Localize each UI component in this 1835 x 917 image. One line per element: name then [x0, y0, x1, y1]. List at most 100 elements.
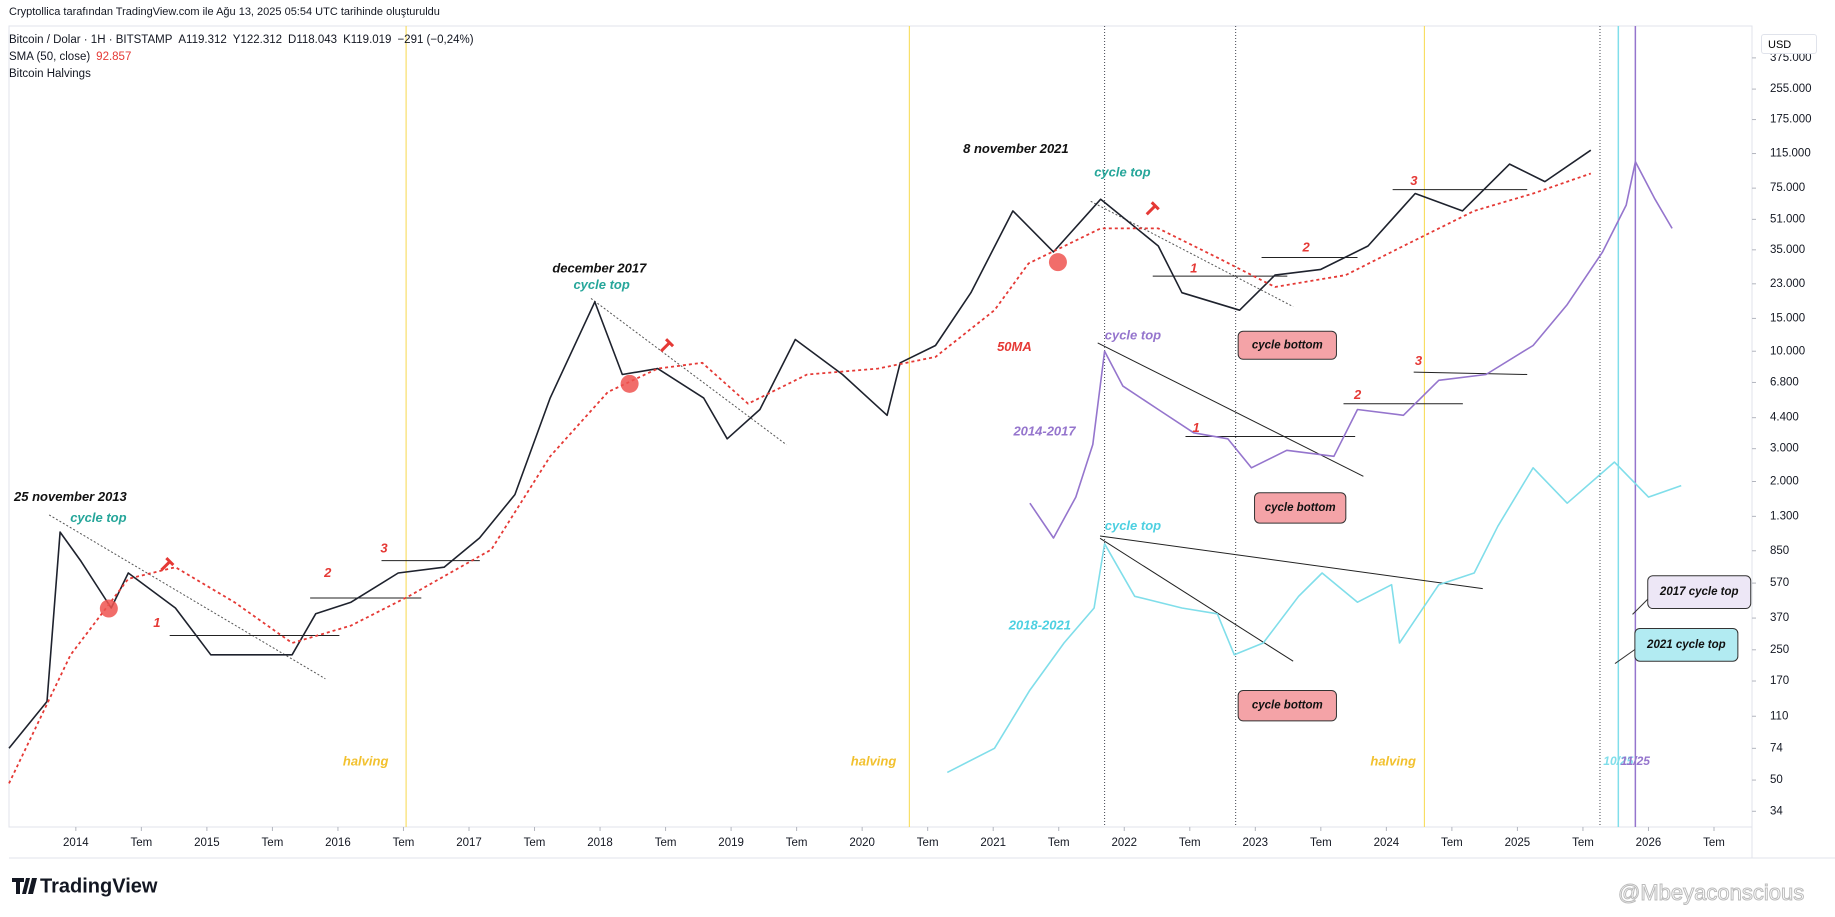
annotation: cycle top — [1105, 327, 1161, 342]
y-tick-label: 74 — [1770, 742, 1783, 754]
y-tick-label: 50 — [1770, 774, 1783, 786]
hammer-icon — [1145, 201, 1160, 216]
y-tick-label: 35.000 — [1770, 244, 1805, 256]
logo-text: TradingView — [40, 875, 158, 897]
logo: TradingView — [12, 875, 158, 897]
ohlc-low: D118.043 — [288, 34, 338, 46]
ohlc-change: −291 (−0,24%) — [397, 34, 474, 46]
symbol-name: Bitcoin / Dolar · 1H · BITSTAMP — [9, 34, 173, 46]
y-tick-label: 6.800 — [1770, 376, 1799, 388]
ohlc-high: Y122.312 — [232, 34, 283, 46]
trend-line — [1632, 596, 1651, 615]
y-tick-label: 4.400 — [1770, 412, 1799, 424]
credit: Cryptollica tarafından TradingView.com i… — [9, 6, 440, 18]
x-tick-label: 2025 — [1505, 837, 1531, 849]
annotation: 8 november 2021 — [963, 141, 1069, 156]
annotation: cycle top — [1105, 518, 1161, 533]
callout-box — [1647, 575, 1752, 610]
y-tick-label: 110 — [1770, 710, 1788, 722]
x-tick-label: 2018 — [587, 837, 613, 849]
callout-box — [1237, 689, 1337, 722]
x-tick-label: Tem — [1048, 837, 1070, 849]
touch-marker — [1048, 253, 1067, 272]
annotation: 2 — [1353, 387, 1362, 402]
annotation: cycle top — [1094, 165, 1150, 180]
touch-marker — [620, 374, 639, 393]
x-tick-label: Tem — [262, 837, 284, 849]
y-tick-label: 170 — [1770, 675, 1789, 687]
trend-line — [590, 298, 787, 446]
trend-line — [1090, 200, 1294, 308]
annotation: 1 — [153, 615, 160, 630]
annotation: cycle top — [573, 277, 629, 292]
x-tick-label: Tem — [393, 837, 415, 849]
callout-text: cycle bottom — [1252, 339, 1323, 351]
halvings-name: Bitcoin Halvings — [9, 68, 91, 80]
currency-button[interactable]: USD — [1761, 34, 1817, 54]
annotation: 1 — [1190, 261, 1197, 276]
trend-line — [1413, 371, 1528, 375]
x-tick-label: 2021 — [980, 837, 1006, 849]
x-tick-label: Tem — [917, 837, 939, 849]
y-tick-label: 10.000 — [1770, 345, 1805, 357]
callout-text: 2017 cycle top — [1659, 586, 1739, 598]
projection-label: 11/25 — [1621, 754, 1650, 768]
x-tick-label: Tem — [1310, 837, 1332, 849]
x-tick-label: Tem — [1179, 837, 1201, 849]
halving-label: halving — [851, 753, 897, 768]
annotation: 2 — [323, 565, 332, 580]
halving-label: halving — [1370, 753, 1416, 768]
y-tick-label: 51.000 — [1770, 213, 1805, 225]
sma-legend[interactable]: SMA (50, close) 92.857 — [9, 51, 131, 63]
symbol-legend: Bitcoin / Dolar · 1H · BITSTAMP A119.312… — [9, 34, 474, 46]
y-tick-label: 570 — [1770, 577, 1789, 589]
annotation: 3 — [380, 540, 388, 555]
annotation: 3 — [1410, 173, 1418, 188]
y-tick-label: 2.000 — [1770, 476, 1799, 488]
trend-line — [1099, 537, 1294, 662]
y-tick-label: 370 — [1770, 612, 1789, 624]
annotation: december 2017 — [552, 261, 647, 276]
x-tick-label: Tem — [1703, 837, 1725, 849]
y-tick-label: 175.000 — [1770, 114, 1812, 126]
sma-last: 92.857 — [96, 51, 132, 63]
annotation: cycle top — [70, 510, 126, 525]
ohlc-close: K119.019 — [343, 34, 392, 46]
hammer-icon — [160, 557, 175, 572]
y-tick-label: 23.000 — [1770, 278, 1805, 290]
callout-box — [1634, 627, 1739, 662]
y-tick-label: 75.000 — [1770, 182, 1805, 194]
annotation: 25 november 2013 — [13, 489, 128, 504]
series-line — [1029, 161, 1673, 539]
x-tick-label: 2022 — [1111, 837, 1137, 849]
x-tick-label: Tem — [1441, 837, 1463, 849]
halvings-legend[interactable]: Bitcoin Halvings — [9, 68, 91, 80]
y-tick-label: 255.000 — [1770, 83, 1812, 95]
watermark: @Mbeyaconscious — [1618, 880, 1804, 905]
sma-name: SMA (50, close) — [9, 51, 91, 63]
y-tick-label: 1.300 — [1770, 510, 1799, 522]
annotation: 3 — [1415, 353, 1423, 368]
x-tick-label: Tem — [1572, 837, 1594, 849]
ohlc-open: A119.312 — [178, 34, 227, 46]
series-label: 2014-2017 — [1012, 423, 1076, 438]
x-tick-label: Tem — [786, 837, 808, 849]
series-line — [8, 172, 1592, 784]
trend-line — [1614, 649, 1636, 664]
callout-box — [1237, 330, 1337, 360]
x-tick-label: Tem — [524, 837, 546, 849]
x-tick-label: 2024 — [1374, 837, 1400, 849]
trend-line — [1097, 342, 1364, 477]
y-tick-label: 3.000 — [1770, 443, 1799, 455]
y-tick-label: 850 — [1770, 545, 1789, 557]
x-tick-label: Tem — [655, 837, 677, 849]
y-tick-label: 15.000 — [1770, 312, 1805, 324]
callout-text: cycle bottom — [1252, 700, 1323, 712]
y-tick-label: 250 — [1770, 644, 1789, 656]
x-tick-label: 2023 — [1243, 837, 1269, 849]
callout-box — [1254, 492, 1347, 524]
series-line — [8, 149, 1592, 749]
x-tick-label: 2016 — [325, 837, 351, 849]
